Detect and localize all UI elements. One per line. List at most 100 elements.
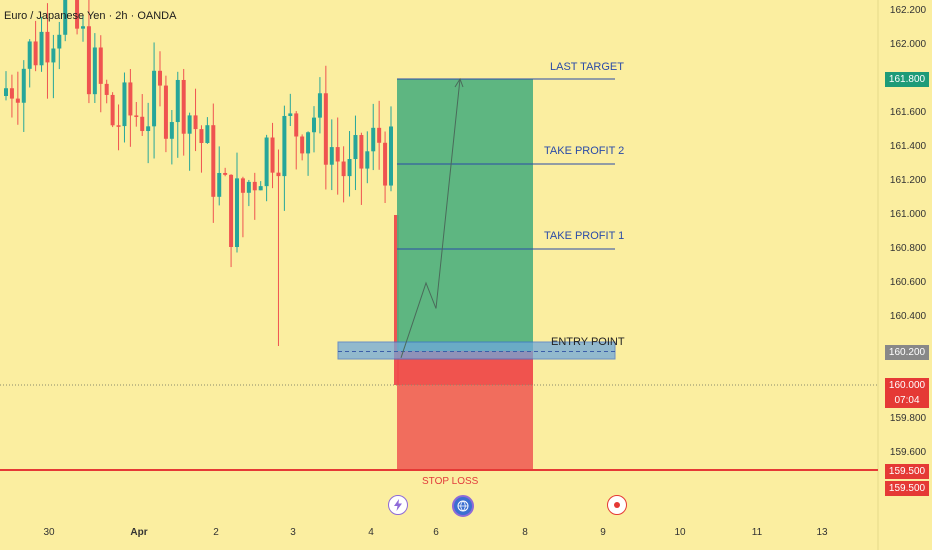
take-profit-1-label: TAKE PROFIT 1 bbox=[544, 230, 625, 242]
price-tick: 161.600 bbox=[889, 107, 927, 118]
stop-price-label-secondary: 159.500 bbox=[885, 481, 929, 496]
entry-band[interactable] bbox=[337, 341, 616, 360]
price-tick: 160.600 bbox=[889, 277, 927, 288]
candle-body bbox=[264, 137, 269, 187]
price-tick: 161.200 bbox=[889, 175, 927, 186]
candle-body bbox=[317, 93, 322, 118]
price-tick: 162.200 bbox=[889, 5, 927, 16]
candle-body bbox=[128, 82, 133, 116]
candle-body bbox=[235, 178, 239, 247]
candle-body bbox=[359, 135, 364, 169]
time-tick: 9 bbox=[600, 527, 606, 538]
candle-body bbox=[246, 181, 251, 193]
time-tick: 10 bbox=[674, 527, 686, 538]
candle-body bbox=[33, 41, 38, 66]
candle-body bbox=[181, 79, 186, 134]
candle-body bbox=[81, 26, 85, 29]
candle-body bbox=[347, 159, 352, 177]
time-tick: 13 bbox=[816, 527, 828, 538]
candle-body bbox=[282, 115, 287, 177]
candle-body bbox=[394, 215, 399, 385]
candle-body bbox=[211, 125, 216, 197]
price-tick: 160.400 bbox=[889, 311, 927, 322]
loss-zone[interactable] bbox=[397, 385, 533, 470]
candle-body bbox=[98, 47, 103, 84]
candle-body bbox=[4, 88, 8, 96]
entry-price-label: 160.200 bbox=[885, 345, 929, 360]
projection-path[interactable] bbox=[400, 78, 461, 358]
candle-body bbox=[223, 172, 228, 175]
candle-body bbox=[371, 127, 376, 152]
candle-body bbox=[134, 115, 139, 117]
candle-body bbox=[63, 0, 68, 35]
candle-body bbox=[199, 129, 204, 143]
candle-body bbox=[175, 79, 180, 123]
price-tick: 160.800 bbox=[889, 243, 927, 254]
time-tick: 2 bbox=[213, 527, 219, 538]
price-tick: 159.600 bbox=[889, 447, 927, 458]
stop-price-label: 159.500 bbox=[885, 464, 929, 479]
candle-body bbox=[158, 70, 162, 86]
candle-body bbox=[104, 83, 109, 95]
candle-body bbox=[312, 117, 316, 133]
candle-body bbox=[323, 93, 328, 165]
countdown-label: 07:04 bbox=[885, 393, 929, 408]
time-tick: 30 bbox=[43, 527, 55, 538]
candle-body bbox=[116, 125, 121, 127]
candle-body bbox=[21, 68, 26, 103]
candle-body bbox=[300, 136, 305, 154]
symbol-title[interactable]: Euro / Japanese Yen · 2h · OANDA bbox=[4, 10, 177, 22]
candle-body bbox=[383, 142, 388, 186]
candle-body bbox=[217, 172, 222, 197]
candle-body bbox=[140, 116, 145, 132]
candle-body bbox=[86, 26, 91, 95]
candle-body bbox=[306, 132, 311, 154]
candle-body bbox=[276, 172, 281, 177]
time-tick: 4 bbox=[368, 527, 374, 538]
candle-body bbox=[193, 115, 198, 130]
candle-body bbox=[110, 94, 115, 126]
time-tick: 8 bbox=[522, 527, 528, 538]
time-tick: 6 bbox=[433, 527, 439, 538]
candle-body bbox=[152, 70, 157, 127]
candle-body bbox=[205, 125, 210, 143]
candle-body bbox=[9, 88, 14, 99]
candle-body bbox=[92, 47, 97, 95]
candle-body bbox=[252, 181, 257, 191]
last-target-price-label: 161.800 bbox=[885, 72, 929, 87]
candle-body bbox=[39, 31, 44, 66]
candle-body bbox=[329, 147, 334, 165]
candle-body bbox=[57, 34, 62, 49]
stop-loss-label: STOP LOSS bbox=[422, 476, 479, 487]
entry-point-label: ENTRY POINT bbox=[551, 336, 625, 348]
candle-body bbox=[294, 113, 299, 137]
profit-zone[interactable] bbox=[397, 79, 533, 351]
lightning-icon[interactable] bbox=[388, 495, 408, 515]
candle-body bbox=[15, 98, 20, 103]
candle-body bbox=[51, 48, 56, 63]
candle-body bbox=[122, 82, 127, 127]
candle-body bbox=[341, 161, 346, 177]
candle-body bbox=[45, 31, 50, 63]
candle-body bbox=[353, 135, 358, 160]
candle-body bbox=[27, 41, 32, 69]
price-tick: 162.000 bbox=[889, 39, 927, 50]
globe-icon[interactable] bbox=[452, 495, 474, 517]
target-icon[interactable] bbox=[607, 495, 627, 515]
price-tick: 161.000 bbox=[889, 209, 927, 220]
projection-arrowhead bbox=[454, 77, 464, 88]
candle-body bbox=[288, 113, 293, 116]
candle-body bbox=[163, 85, 168, 139]
candle-body bbox=[258, 186, 263, 191]
candle-body bbox=[146, 126, 151, 132]
price-tick: 159.800 bbox=[889, 413, 927, 424]
candle-body bbox=[169, 122, 174, 139]
current-price-label: 160.000 bbox=[885, 378, 929, 393]
time-tick: 11 bbox=[751, 527, 763, 538]
candle-body bbox=[240, 178, 245, 193]
candle-body bbox=[389, 126, 393, 186]
candle-body bbox=[365, 151, 370, 169]
time-tick: 3 bbox=[290, 527, 296, 538]
